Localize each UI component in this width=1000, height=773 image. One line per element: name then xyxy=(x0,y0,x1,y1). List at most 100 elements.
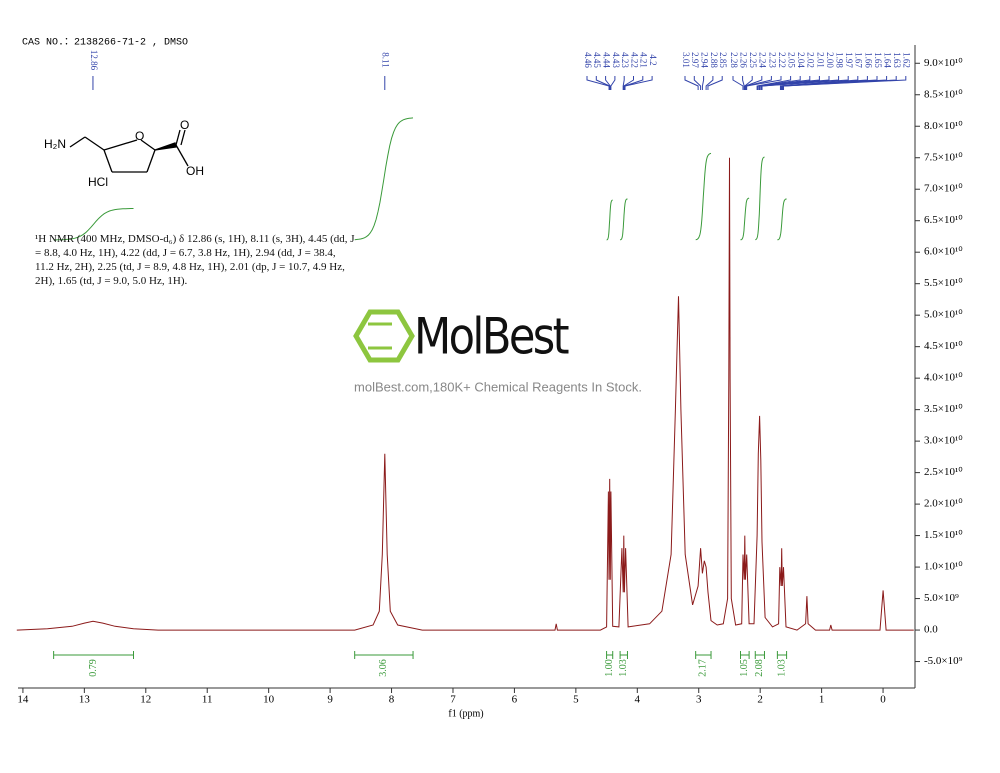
integral-label: 1.03 xyxy=(776,659,787,677)
peak-label: 4.2 xyxy=(648,54,658,65)
note: CAS NO.：2138266-71-2 , DMSO xyxy=(22,38,188,49)
y-tick-label: 7.5×10¹⁰ xyxy=(924,151,963,163)
brand: MolBest xyxy=(414,308,569,366)
peak-label: 2.22 xyxy=(777,52,787,68)
integral-label: 3.06 xyxy=(378,659,389,677)
y-tick-label: 4.5×10¹⁰ xyxy=(924,340,963,352)
integral-curve xyxy=(53,208,134,241)
peak-label: 1.67 xyxy=(854,52,864,68)
peak-leader xyxy=(595,76,611,90)
peak-label: 2.24 xyxy=(758,52,768,68)
integral-label: 0.79 xyxy=(88,659,99,677)
spectrum-line xyxy=(16,157,914,631)
peak-leader xyxy=(758,76,811,90)
peak-label: 1.66 xyxy=(863,52,873,68)
integral-curve xyxy=(740,197,750,241)
x-tick-label: 1 xyxy=(819,694,825,706)
x-tick-label: 3 xyxy=(696,694,702,706)
y-tick-label: 4.0×10¹⁰ xyxy=(924,372,963,384)
y-tick-label: 8.5×10¹⁰ xyxy=(924,88,963,100)
y-tick-label: 2.0×10¹⁰ xyxy=(924,498,963,510)
atom-label: O xyxy=(135,129,144,143)
peak-leader xyxy=(732,76,744,90)
x-tick-label: 11 xyxy=(202,694,213,706)
peak-leader xyxy=(684,76,699,90)
peak-label: 4.21 xyxy=(639,52,649,68)
peak-leader xyxy=(761,76,849,90)
integral-curve xyxy=(619,198,628,241)
peak-label: 1.98 xyxy=(835,52,845,68)
peak-label: 2.85 xyxy=(718,52,728,68)
peak-label: 1.65 xyxy=(873,52,883,68)
peak-leader xyxy=(693,76,702,90)
peak-leader xyxy=(756,76,792,90)
atom-label: O xyxy=(180,118,189,132)
y-tick-label: 5.0×10¹⁰ xyxy=(924,309,963,321)
peak-label: 2.05 xyxy=(787,52,797,68)
integral-curve xyxy=(755,156,765,241)
peak-leader xyxy=(701,76,705,90)
peak-leader xyxy=(610,76,616,90)
atom-label: OH xyxy=(186,164,204,178)
peak-label: 4.44 xyxy=(602,52,612,68)
y-tick-label: 1.5×10¹⁰ xyxy=(924,529,963,541)
peak-leader xyxy=(705,76,714,90)
x-tick-label: 7 xyxy=(450,694,456,706)
x-tick-label: 13 xyxy=(79,694,91,706)
y-tick-label: 6.0×10¹⁰ xyxy=(924,246,963,258)
peak-label: 2.00 xyxy=(825,52,835,68)
y-tick-label: 8.0×10¹⁰ xyxy=(924,120,963,132)
peak-label: 1.63 xyxy=(892,52,902,68)
peak-leader xyxy=(623,76,644,90)
peak-label: 4.23 xyxy=(620,52,630,68)
x-tick-label: 5 xyxy=(573,694,579,706)
y-tick-label: 3.0×10¹⁰ xyxy=(924,435,963,447)
integral-curve xyxy=(606,199,613,241)
integral-curve xyxy=(777,198,787,241)
y-tick-label: 0.0 xyxy=(924,624,938,636)
peak-label: 2.04 xyxy=(796,52,806,68)
peak-leader xyxy=(624,76,653,90)
peak-leader xyxy=(742,76,745,90)
peak-leader xyxy=(623,76,634,90)
x-tick-label: 6 xyxy=(512,694,518,706)
nmr-description: ¹H NMR (400 MHz, DMSO-d₆) δ 12.86 (s, 1H… xyxy=(35,233,355,287)
peak-leader xyxy=(744,76,753,90)
peak-label: 2.94 xyxy=(700,52,710,68)
atom-label: H₂N xyxy=(44,137,66,151)
x-tick-label: 9 xyxy=(327,694,333,706)
y-tick-label: 5.0×10⁹ xyxy=(924,592,959,604)
x-tick-label: 12 xyxy=(140,694,151,706)
x-tick-label: 8 xyxy=(389,694,395,706)
peak-label: 2.97 xyxy=(690,52,700,68)
peak-leader xyxy=(746,76,782,90)
y-tick-label: -5.0×10⁹ xyxy=(924,655,963,667)
peak-label: 4.43 xyxy=(611,52,621,68)
slogan: molBest.com,180K+ Chemical Reagents In S… xyxy=(354,379,642,394)
peak-leader xyxy=(605,76,611,90)
peak-leader xyxy=(745,76,772,90)
x-tick-label: 2 xyxy=(757,694,763,706)
peak-label: 4.45 xyxy=(592,52,602,68)
x-tick-label: 14 xyxy=(17,694,29,706)
peak-label: 1.62 xyxy=(902,52,912,68)
peak-label: 12.86 xyxy=(89,50,99,71)
y-tick-label: 6.5×10¹⁰ xyxy=(924,214,963,226)
peak-label: 4.22 xyxy=(629,52,639,68)
integral-label: 1.05 xyxy=(739,659,750,677)
logo xyxy=(353,309,415,363)
peak-label: 2.01 xyxy=(815,52,825,68)
peak-label: 2.26 xyxy=(739,52,749,68)
peak-leader xyxy=(783,76,907,90)
integral-label: 2.17 xyxy=(698,659,709,677)
peak-label: 1.97 xyxy=(844,52,854,68)
y-tick-label: 2.5×10¹⁰ xyxy=(924,466,963,478)
integral-curve xyxy=(695,152,712,241)
peak-leader xyxy=(757,76,801,90)
peak-label: 1.64 xyxy=(883,52,893,68)
peak-label: 2.25 xyxy=(748,52,758,68)
y-tick-label: 7.0×10¹⁰ xyxy=(924,183,963,195)
integral-label: 2.08 xyxy=(754,659,765,677)
